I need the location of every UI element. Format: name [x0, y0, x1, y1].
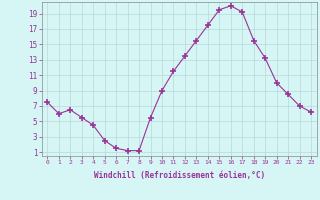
- X-axis label: Windchill (Refroidissement éolien,°C): Windchill (Refroidissement éolien,°C): [94, 171, 265, 180]
